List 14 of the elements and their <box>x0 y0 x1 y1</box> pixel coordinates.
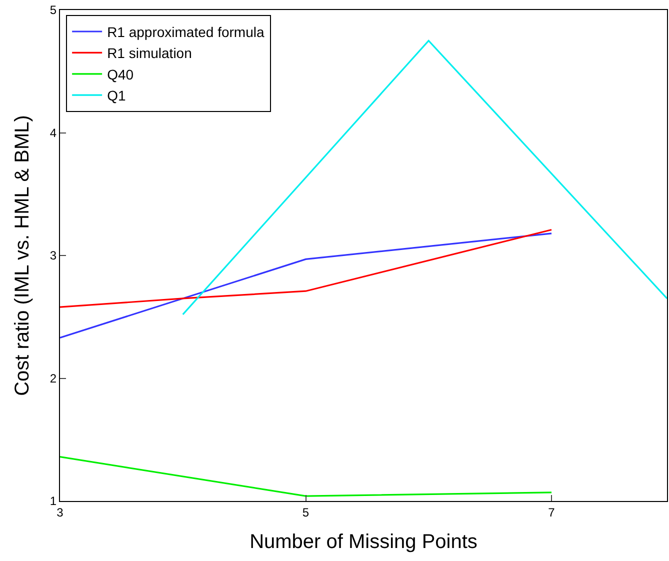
legend-label: Q1 <box>107 88 126 104</box>
y-tick-label: 3 <box>50 248 57 263</box>
y-tick-label: 4 <box>50 126 57 140</box>
x-tick-label: 7 <box>548 505 556 520</box>
x-axis-title: Number of Missing Points <box>250 530 478 553</box>
x-tick-label: 5 <box>302 505 310 520</box>
legend-label: R1 simulation <box>107 45 192 62</box>
y-tick-label: 5 <box>50 3 57 18</box>
legend-label: R1 approximated formula <box>107 24 264 40</box>
y-axis-title: Cost ratio (IML vs. HML & BML) <box>11 115 34 396</box>
y-tick-label: 2 <box>50 371 57 386</box>
legend-label: Q40 <box>107 66 134 82</box>
y-tick-label: 1 <box>50 494 57 508</box>
line-series <box>60 228 552 308</box>
